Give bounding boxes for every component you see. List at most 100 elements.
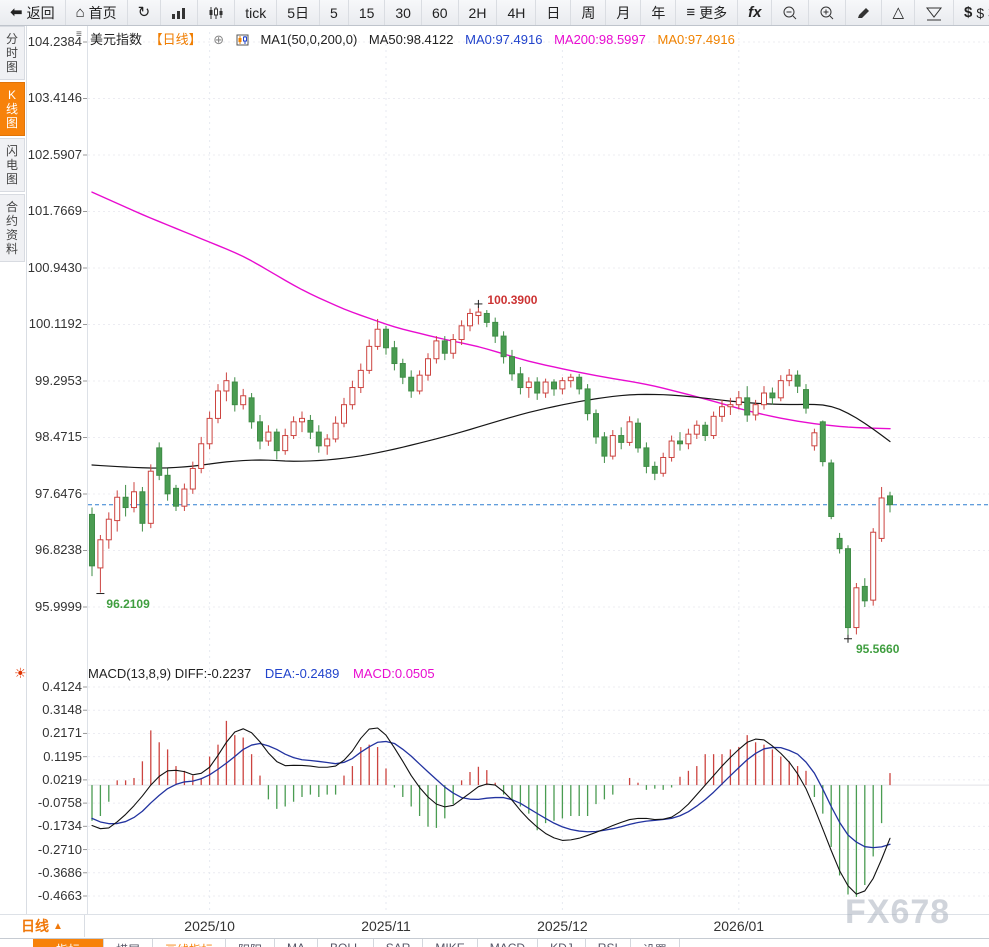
period-15-button[interactable]: 15 [349, 0, 386, 25]
macd-axis-label: 0.2171 [42, 725, 82, 741]
sidebar-tab-time-share[interactable]: 分时图 [0, 26, 25, 80]
pencil-icon [856, 6, 871, 20]
macd-formula-diff: MACD(13,8,9) DIFF:-0.2237 [88, 666, 252, 681]
price-axis-label: 95.9999 [35, 599, 82, 614]
current-period-label: 日线 [21, 918, 50, 934]
bottom-bar-item-3[interactable]: 阴阳 [226, 939, 276, 947]
macd-axis-label: 0.4124 [42, 679, 82, 694]
period-day-button[interactable]: 日 [536, 0, 572, 25]
bottom-bar-item-11[interactable]: 设置 [631, 939, 680, 947]
zoom-out-icon [782, 5, 798, 20]
price-axis-label: 98.4715 [35, 429, 82, 445]
period-4h-button-label: 4H [507, 4, 526, 21]
period-2h-button-label: 2H [468, 4, 487, 21]
period-15-button-label: 15 [358, 4, 375, 21]
period-2h-button[interactable]: 2H [459, 0, 498, 25]
tick-button[interactable]: tick [235, 0, 278, 25]
macd-axis-label: 0.1195 [43, 748, 82, 764]
period-month-button[interactable]: 月 [606, 0, 642, 25]
indicator-fx-button[interactable]: fx [738, 0, 773, 25]
period-day-button-label: 日 [546, 4, 561, 21]
period-5d-button-label: 5日 [287, 4, 310, 21]
triangle-down-icon [925, 5, 943, 21]
chart-header: 美元指数 【日线】 ⊕ MA1(50,0,200,0) MA50:98.4122… [90, 29, 743, 49]
back-button[interactable]: ⬅ 返回 [0, 0, 66, 25]
period-month-button-label: 月 [616, 4, 631, 21]
candlestick-button[interactable] [198, 0, 236, 25]
axis-divider [87, 26, 88, 914]
bottom-bar-item-5[interactable]: BOLL [318, 939, 374, 947]
bottom-bar-item-0[interactable]: 指标 [33, 939, 104, 947]
ma-settings-icon[interactable] [236, 34, 249, 49]
bottom-bar-item-2[interactable]: 画线指标 [153, 939, 227, 947]
macd-axis-label: -0.4663 [37, 888, 82, 903]
collapse-handle-icon[interactable]: ≡ [76, 29, 82, 40]
triangle-down-button[interactable] [915, 0, 955, 25]
indicator-settings-icon[interactable]: ☀ [14, 665, 27, 681]
zoom-in-button[interactable] [809, 0, 847, 25]
period-week-button[interactable]: 周 [571, 0, 607, 25]
home-button[interactable]: ⌂ 首页 [66, 0, 128, 25]
refresh-icon: ↻ [137, 4, 151, 21]
bottom-bar-item-9[interactable]: KDJ [538, 939, 586, 947]
bottom-bar-item-1[interactable]: 横屏 [104, 939, 154, 947]
price-axis-label: 102.5907 [27, 147, 82, 162]
current-period-selector[interactable]: 日线 ▲ [0, 915, 85, 937]
macd-value: MACD:0.0505 [352, 666, 435, 681]
macd-axis-label: -0.0758 [37, 795, 82, 811]
bottom-bar-item-4[interactable]: MA [275, 939, 319, 947]
overlay-add-icon[interactable]: ⊕ [213, 32, 225, 47]
more-button[interactable]: ≡ 更多 [676, 0, 739, 25]
period-4h-button[interactable]: 4H [497, 0, 537, 25]
ma-formula: MA1(50,0,200,0) [260, 32, 358, 47]
bottom-bar-item-8[interactable]: MACD [478, 939, 539, 947]
macd-axis-label: -0.2710 [37, 841, 82, 857]
period-30-button-label: 30 [395, 4, 411, 21]
sidebar-tab-contract-info[interactable]: 合约资料 [0, 194, 25, 262]
bar-chart-button[interactable] [161, 0, 199, 25]
sidebar-tab-lightning[interactable]: 闪电图 [0, 138, 25, 192]
candlestick-icon [208, 6, 224, 20]
period-5-button[interactable]: 5 [320, 0, 349, 25]
price-axis-label: 100.1192 [28, 316, 82, 332]
period-year-button[interactable]: 年 [641, 0, 677, 25]
price-axis-label: 100.9430 [27, 260, 82, 275]
dollar-button[interactable]: $$格 [954, 0, 989, 25]
refresh-button[interactable]: ↻ [128, 0, 162, 25]
price-axis-label: 104.2384 [27, 34, 82, 49]
low-price-label-left: 96.2109 [106, 596, 150, 611]
watermark: FX678 [845, 893, 951, 931]
triangle-up-button[interactable]: △ [882, 0, 916, 25]
price-axis-label: 97.6476 [35, 486, 82, 501]
date-label: 2025/12 [537, 918, 588, 934]
zoom-out-button[interactable] [772, 0, 810, 25]
draw-button[interactable] [846, 0, 883, 25]
back-button-label: 返回 [26, 4, 55, 21]
period-30-button[interactable]: 30 [385, 0, 422, 25]
bottom-bar-item-6[interactable]: SAR [374, 939, 424, 947]
period-60-button-label: 60 [431, 4, 448, 21]
macd-dea-value: DEA:-0.2489 [264, 666, 340, 681]
period-5d-button[interactable]: 5日 [277, 0, 321, 25]
home-button-label: 首页 [88, 4, 117, 21]
more-button-label: 更多 [699, 4, 728, 21]
bottom-bar-item-10[interactable]: RSI [586, 939, 631, 947]
sidebar-divider [26, 26, 27, 937]
period-week-button-label: 周 [581, 4, 596, 21]
date-axis-line [0, 914, 989, 915]
bottom-bar-item-7[interactable]: MIKE [423, 939, 478, 947]
low-price-label-right: 95.5660 [856, 641, 900, 656]
symbol-name: 美元指数 [90, 32, 143, 47]
dollar-button-label: $ [976, 4, 985, 21]
macd-header: MACD(13,8,9) DIFF:-0.2237 DEA:-0.2489 MA… [88, 666, 445, 681]
period-year-button-label: 年 [651, 4, 666, 21]
period-60-button[interactable]: 60 [422, 0, 459, 25]
date-label: 2025/10 [184, 918, 235, 934]
macd-axis-label: 0.3148 [42, 702, 82, 718]
menu-icon: ≡ [686, 4, 696, 21]
